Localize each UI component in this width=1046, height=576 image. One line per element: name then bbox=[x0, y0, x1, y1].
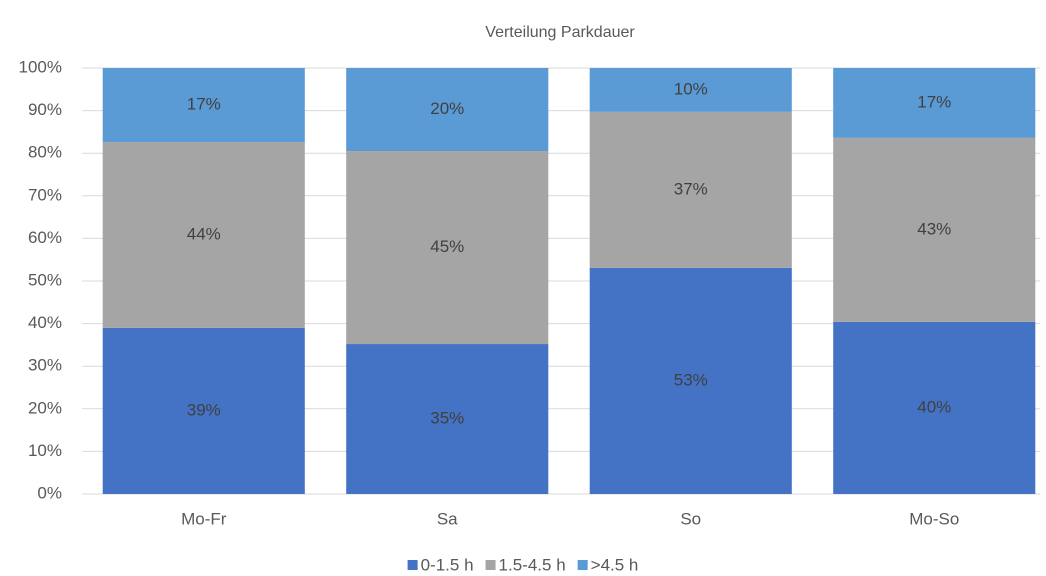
y-tick-label: 0% bbox=[37, 483, 62, 502]
y-tick-label: 50% bbox=[28, 270, 62, 289]
data-label: 35% bbox=[430, 409, 464, 428]
bar-segment bbox=[102, 142, 305, 328]
x-tick-label: Sa bbox=[437, 509, 458, 528]
legend-swatch bbox=[577, 560, 588, 570]
legend-label: 0-1.5 h bbox=[421, 555, 474, 574]
data-label: 37% bbox=[674, 179, 708, 198]
bar-segment bbox=[102, 327, 305, 494]
y-tick-label: 80% bbox=[28, 143, 62, 162]
bar-segment bbox=[589, 68, 792, 112]
y-tick-label: 90% bbox=[28, 100, 62, 119]
data-label: 45% bbox=[430, 237, 464, 256]
legend-swatch bbox=[485, 560, 496, 570]
data-label: 44% bbox=[187, 224, 221, 243]
bar-segment bbox=[589, 111, 792, 268]
data-label: 53% bbox=[674, 370, 708, 389]
data-label: 20% bbox=[430, 99, 464, 118]
bar-segment bbox=[102, 68, 305, 143]
x-tick-label: Mo-So bbox=[909, 509, 959, 528]
x-tick-label: So bbox=[680, 509, 701, 528]
x-tick-label: Mo-Fr bbox=[181, 509, 227, 528]
y-tick-label: 30% bbox=[28, 356, 62, 375]
chart-title: Verteilung Parkdauer bbox=[485, 24, 635, 41]
data-label: 10% bbox=[674, 79, 708, 98]
y-tick-label: 20% bbox=[28, 398, 62, 417]
bar-segment bbox=[833, 137, 1036, 322]
y-tick-label: 40% bbox=[28, 313, 62, 332]
legend-label: 1.5-4.5 h bbox=[499, 555, 566, 574]
bar-segment bbox=[833, 321, 1036, 494]
y-tick-label: 60% bbox=[28, 228, 62, 247]
data-label: 40% bbox=[917, 397, 951, 416]
data-label: 39% bbox=[187, 400, 221, 419]
legend-label: >4.5 h bbox=[591, 555, 639, 574]
legend: 0-1.5 h 1.5-4.5 h >4.5 h bbox=[407, 555, 639, 574]
y-tick-label: 100% bbox=[19, 57, 62, 76]
data-label: 17% bbox=[917, 92, 951, 111]
bar-segment bbox=[346, 68, 549, 152]
y-tick-label: 10% bbox=[28, 441, 62, 460]
legend-swatch bbox=[407, 560, 418, 570]
y-tick-label: 70% bbox=[28, 185, 62, 204]
bar-segment bbox=[346, 151, 549, 345]
bar-segment bbox=[346, 344, 549, 494]
data-label: 17% bbox=[187, 95, 221, 114]
data-label: 43% bbox=[917, 219, 951, 238]
bar-segment bbox=[589, 267, 792, 494]
bar-segment bbox=[833, 68, 1036, 138]
